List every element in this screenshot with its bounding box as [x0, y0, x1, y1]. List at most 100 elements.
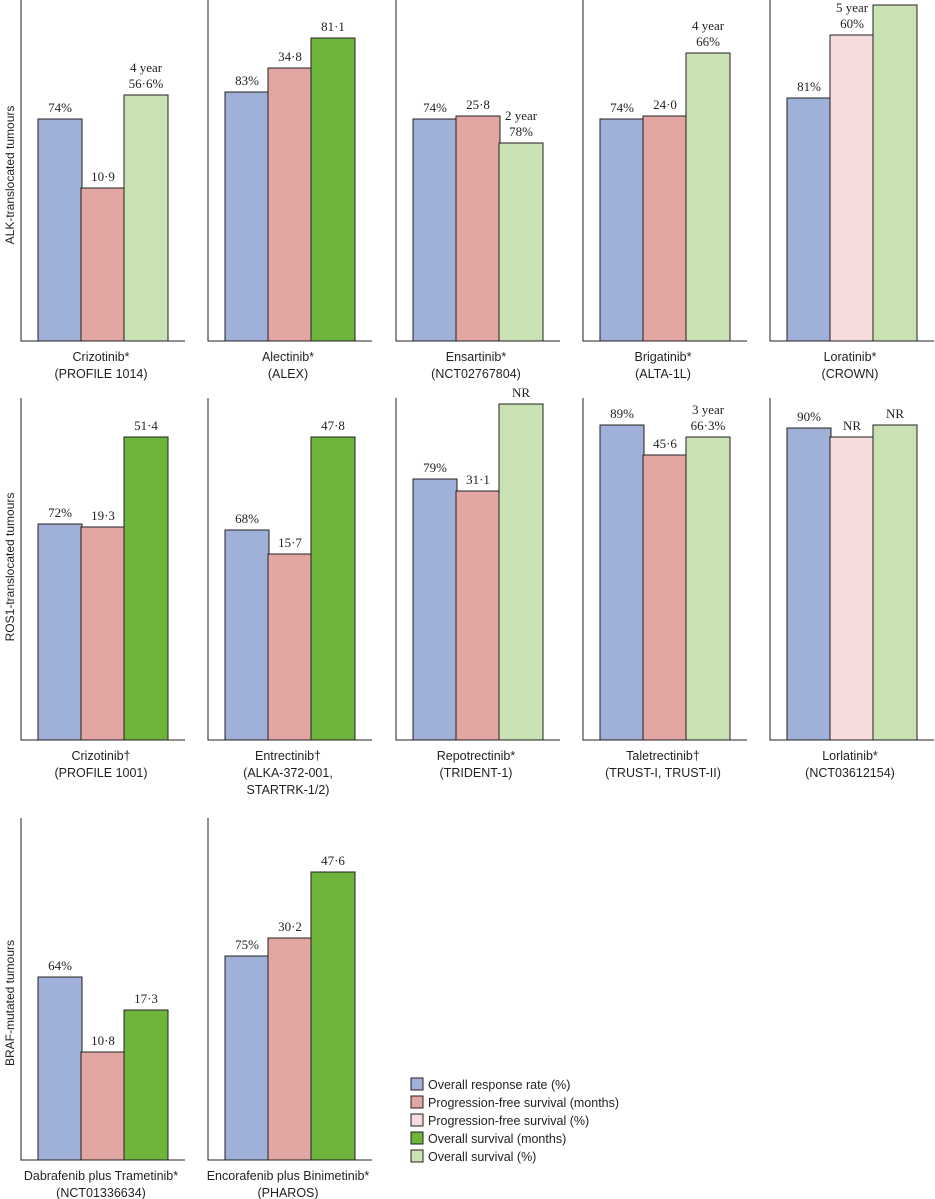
- legend-swatch-overall-response-rate: [410, 1077, 424, 1091]
- bar-pfs-months: [642, 454, 688, 741]
- bar-overall-response-rate: [224, 955, 270, 1161]
- data-label: 47·6: [321, 853, 345, 868]
- data-label: 15·7: [278, 535, 302, 550]
- data-label: 89%: [610, 406, 634, 421]
- data-label: 81%: [797, 79, 821, 94]
- chart-panel: 68% 15·7 47·8 Entrectinib† (ALKA-372-001, STA…: [207, 398, 372, 797]
- trial-label: (PHAROS): [257, 1186, 318, 1199]
- data-label: 74%: [48, 100, 72, 115]
- drug-label: Repotrectinib*: [437, 749, 516, 763]
- legend-label: Overall survival (%): [428, 1150, 536, 1164]
- bar-os-months: [310, 436, 356, 741]
- bar-pfs-months: [267, 553, 313, 741]
- trial-label: (NCT01336634): [56, 1186, 146, 1199]
- legend-swatch-pfs-percent: [410, 1113, 424, 1127]
- trial-label: (TRUST-I, TRUST-II): [605, 766, 721, 780]
- data-label: 47·8: [321, 418, 345, 433]
- bar-os-percent: [498, 403, 544, 741]
- bar-pfs-percent: [829, 34, 875, 342]
- bar-pfs-months: [455, 115, 501, 342]
- row-label-ros1: ROS1-translocated tumours: [3, 493, 17, 642]
- bar-pfs-months: [642, 115, 688, 342]
- data-label: 24·0: [653, 97, 677, 112]
- legend-label: Overall survival (months): [428, 1132, 566, 1146]
- trial-label: (CROWN): [822, 367, 879, 381]
- legend-label: Progression-free survival (months): [428, 1096, 619, 1110]
- legend-swatch-os-percent: [410, 1149, 424, 1163]
- trial-label: (PROFILE 1014): [54, 367, 147, 381]
- chart-panel: 75% 30·2 47·6 Encorafenib plus Binimetinib*…: [207, 818, 372, 1199]
- drug-label: Alectinib*: [262, 350, 314, 364]
- data-label: 4 year: [130, 60, 163, 75]
- bar-pfs-months: [80, 1051, 126, 1161]
- drug-label: Dabrafenib plus Trametinib*: [24, 1169, 178, 1183]
- chart-panel: 90% NR NR Lorlatinib* (NCT03612154): [769, 398, 934, 780]
- data-label: 34·8: [278, 49, 302, 64]
- bar-overall-response-rate: [412, 478, 458, 741]
- bar-overall-response-rate: [786, 97, 832, 342]
- drug-label: Brigatinib*: [635, 350, 692, 364]
- data-label: 64%: [48, 958, 72, 973]
- data-label: 5 year: [836, 0, 869, 15]
- legend: Overall response rate (%) Progression-fre…: [410, 1077, 619, 1164]
- data-label: 79%: [423, 460, 447, 475]
- row-label-braf: BRAF-mutated tumours: [3, 940, 17, 1066]
- data-label: NR: [843, 418, 861, 433]
- data-label: 56·6%: [129, 76, 164, 91]
- row-labels: ALK-translocated tumours ROS1-translocat…: [3, 106, 17, 1066]
- bar-pfs-months: [80, 187, 126, 342]
- data-label: 90%: [797, 409, 821, 424]
- drug-label: Ensartinib*: [446, 350, 507, 364]
- data-label: 10·8: [91, 1033, 115, 1048]
- drug-label: Crizotinib†: [71, 749, 130, 763]
- bar-pfs-months: [267, 937, 313, 1161]
- data-label: 72%: [48, 505, 72, 520]
- bar-overall-response-rate: [37, 118, 83, 342]
- data-label: 3 year: [692, 402, 725, 417]
- trial-label: (ALKA-372-001,: [243, 766, 333, 780]
- trial-label: (PROFILE 1001): [54, 766, 147, 780]
- data-label: 75%: [235, 937, 259, 952]
- data-label: 83%: [235, 73, 259, 88]
- bar-os-percent: [123, 94, 169, 342]
- data-label: 60%: [840, 16, 864, 31]
- chart-panel: 83% 34·8 81·1 Alectinib* (ALEX): [207, 0, 372, 381]
- data-label: 31·1: [466, 472, 490, 487]
- legend-label: Overall response rate (%): [428, 1078, 570, 1092]
- legend-label: Progression-free survival (%): [428, 1114, 589, 1128]
- bar-os-percent: [685, 436, 731, 741]
- bar-overall-response-rate: [412, 118, 458, 342]
- data-label: 74%: [610, 100, 634, 115]
- trial-label-continued: STARTRK-1/2): [247, 783, 330, 797]
- bar-os-percent: [498, 142, 544, 342]
- chart-panel: 79% 31·1 NR Repotrectinib* (TRIDENT-1): [395, 385, 560, 780]
- bar-pfs-months: [80, 526, 126, 741]
- data-label: 68%: [235, 511, 259, 526]
- data-label: 81·1: [321, 19, 345, 34]
- data-label: 4 year: [692, 18, 725, 33]
- bar-pfs-months: [455, 490, 501, 741]
- bar-os-months: [310, 37, 356, 342]
- drug-label: Lorlatinib*: [822, 749, 878, 763]
- bar-os-months: [123, 1009, 169, 1161]
- data-label: 45·6: [653, 436, 677, 451]
- bar-pfs-months: [267, 67, 313, 342]
- bar-overall-response-rate: [37, 976, 83, 1161]
- trial-label: (ALEX): [268, 367, 308, 381]
- data-label: NR: [886, 406, 904, 421]
- data-label: 66%: [696, 34, 720, 49]
- bar-overall-response-rate: [224, 91, 270, 342]
- data-label: 51·4: [134, 418, 158, 433]
- data-label: 10·9: [91, 169, 115, 184]
- bar-os-percent: [872, 4, 918, 342]
- data-label: NR: [512, 385, 530, 400]
- bar-overall-response-rate: [599, 424, 645, 741]
- bar-pfs-percent: [829, 436, 875, 741]
- data-label: NR: [886, 0, 904, 1]
- bar-os-months: [310, 871, 356, 1161]
